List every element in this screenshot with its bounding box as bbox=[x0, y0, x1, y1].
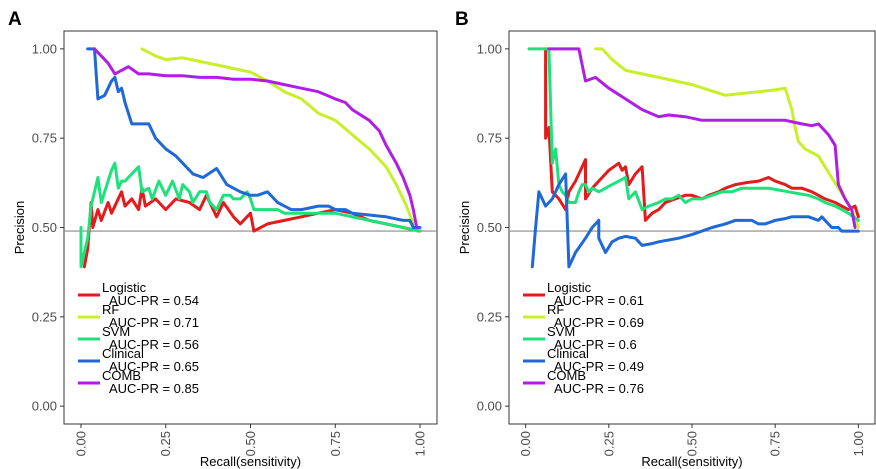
legend-series-name: Clinical bbox=[102, 346, 144, 361]
legend-auc-label: AUC-PR = 0.71 bbox=[109, 315, 199, 330]
x-tick-label: 0.25 bbox=[158, 431, 173, 456]
legend-series-name: RF bbox=[547, 302, 564, 317]
legend-series-name: COMB bbox=[102, 368, 141, 383]
y-axis-title: Precision bbox=[12, 201, 27, 254]
y-tick-label: 0.00 bbox=[32, 399, 57, 414]
legend-auc-label: AUC-PR = 0.49 bbox=[554, 359, 644, 374]
x-tick-label: 0.50 bbox=[685, 431, 700, 456]
series-line-comb bbox=[547, 47, 857, 229]
series-line-clinical bbox=[530, 172, 860, 269]
legend-series-name: Logistic bbox=[547, 280, 592, 295]
y-axis-title: Precision bbox=[457, 201, 472, 254]
x-tick-label: 0.50 bbox=[243, 431, 258, 456]
legend-series-name: SVM bbox=[102, 324, 130, 339]
x-tick-label: 0.00 bbox=[518, 431, 533, 456]
x-tick-label: 0.00 bbox=[73, 431, 88, 456]
y-tick-label: 0.25 bbox=[477, 309, 502, 324]
panel-b: B 0.00 0.25 0.50 0.75 1.00 0.00 0.25 0.50 0.75 1.0… bbox=[455, 9, 876, 469]
y-tick-label: 1.00 bbox=[32, 41, 57, 56]
legend-auc-label: AUC-PR = 0.65 bbox=[109, 359, 199, 374]
y-tick-label: 0.75 bbox=[477, 131, 502, 146]
legend-auc-label: AUC-PR = 0.69 bbox=[554, 315, 644, 330]
series-line-rf bbox=[594, 47, 860, 229]
legend-auc-label: AUC-PR = 0.85 bbox=[109, 381, 199, 396]
series-line-comb bbox=[93, 47, 419, 229]
y-tick-label: 0.75 bbox=[32, 131, 57, 146]
y-tick-label: 1.00 bbox=[477, 41, 502, 56]
y-tick-label: 0.50 bbox=[32, 220, 57, 235]
legend-auc-label: AUC-PR = 0.76 bbox=[554, 381, 644, 396]
legend-auc-label: AUC-PR = 0.6 bbox=[554, 337, 637, 352]
y-tick-label: 0.25 bbox=[32, 309, 57, 324]
legend-auc-label: AUC-PR = 0.56 bbox=[109, 337, 199, 352]
x-tick-label: 0.25 bbox=[601, 431, 616, 456]
x-tick-label: 1.00 bbox=[413, 431, 428, 456]
series-line-rf bbox=[140, 47, 419, 233]
legend-series-name: RF bbox=[102, 302, 119, 317]
x-tick-label: 1.00 bbox=[851, 431, 866, 456]
x-tick-label: 0.75 bbox=[328, 431, 343, 456]
legend-series-name: Logistic bbox=[102, 280, 147, 295]
panel-a: A 0.00 0.25 0.50 0.75 1.00 0.00 0.25 0.50 0.75 1.0… bbox=[8, 9, 438, 469]
legend-series-name: SVM bbox=[547, 324, 575, 339]
x-axis-title: Recall(sensitivity) bbox=[200, 454, 301, 469]
y-tick-label: 0.50 bbox=[477, 220, 502, 235]
legend-auc-label: AUC-PR = 0.54 bbox=[109, 293, 199, 308]
panel-letter: B bbox=[455, 9, 469, 30]
legend-auc-label: AUC-PR = 0.61 bbox=[554, 293, 644, 308]
series-line-clinical bbox=[86, 47, 422, 229]
legend-series-name: Clinical bbox=[547, 346, 589, 361]
series-line-svm bbox=[527, 47, 860, 222]
x-tick-label: 0.75 bbox=[768, 431, 783, 456]
series-line-logistic bbox=[544, 47, 860, 222]
y-tick-label: 0.00 bbox=[477, 399, 502, 414]
series-line-svm bbox=[79, 161, 422, 269]
legend-series-name: COMB bbox=[547, 368, 586, 383]
x-axis-title: Recall(sensitivity) bbox=[641, 454, 742, 469]
panel-letter: A bbox=[8, 9, 22, 30]
